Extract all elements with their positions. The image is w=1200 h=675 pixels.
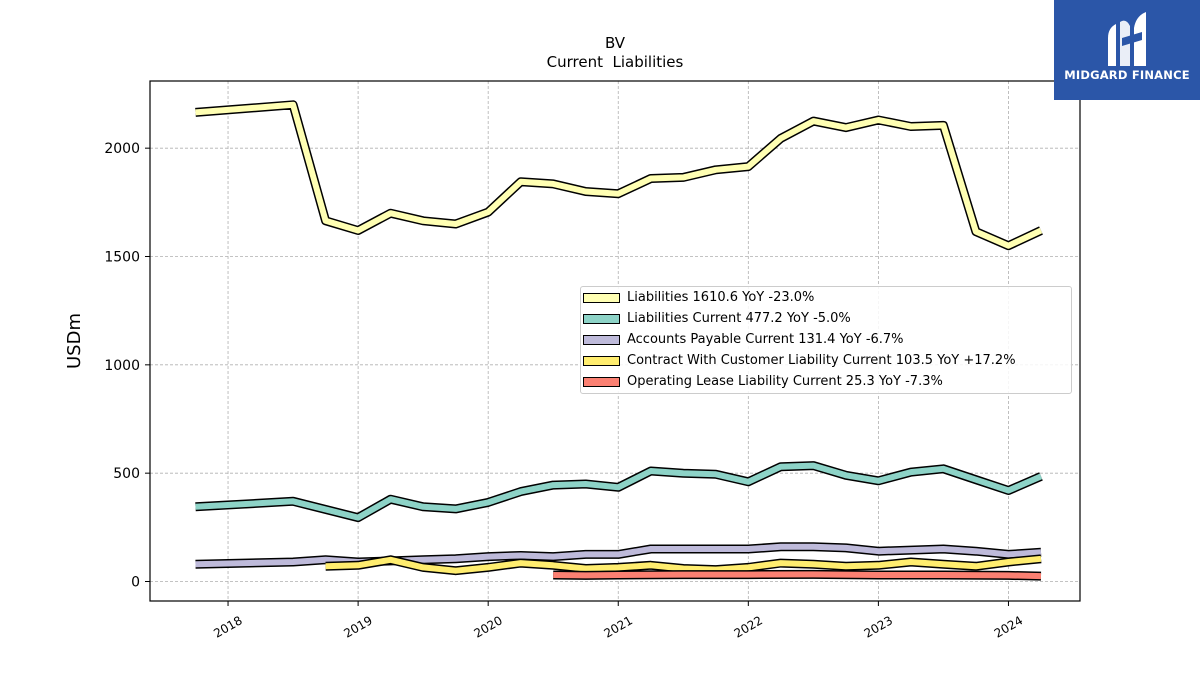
brand-logo: MIDGARD FINANCE	[1054, 0, 1200, 100]
x-tick-label: 2022	[732, 613, 765, 640]
chart-title: BV	[605, 34, 626, 52]
legend-swatch	[583, 335, 620, 345]
legend-item-contract-liability: Contract With Customer Liability Current…	[581, 352, 1071, 372]
series-line	[553, 569, 1042, 581]
x-tick-label: 2020	[471, 613, 504, 640]
x-tick-label: 2021	[602, 613, 635, 640]
legend-label: Operating Lease Liability Current 25.3 Y…	[627, 374, 943, 389]
legend-item-operating-lease: Operating Lease Liability Current 25.3 Y…	[581, 373, 1071, 393]
series-layer	[195, 100, 1043, 581]
series-line-fill	[195, 101, 1043, 249]
x-tick-label: 2018	[211, 613, 244, 640]
x-tick-label: 2024	[992, 613, 1025, 640]
x-tick-label: 2019	[341, 613, 374, 640]
y-tick-label: 500	[113, 466, 140, 482]
legend-label: Liabilities 1610.6 YoY -23.0%	[627, 290, 815, 305]
midgard-logo-icon	[1108, 12, 1146, 66]
legend-item-liabilities-current: Liabilities Current 477.2 YoY -5.0%	[581, 310, 1071, 330]
plot-area-frame	[149, 80, 1081, 602]
y-tick-label: 0	[131, 575, 140, 591]
legend-label: Contract With Customer Liability Current…	[627, 353, 1016, 368]
y-tick-label: 1500	[104, 250, 140, 266]
legend-item-liabilities: Liabilities 1610.6 YoY -23.0%	[581, 289, 1071, 309]
brand-name: MIDGARD FINANCE	[1064, 68, 1190, 82]
x-tick-label: 2023	[862, 613, 895, 640]
y-tick-label: 1000	[104, 358, 140, 374]
legend-swatch	[583, 356, 620, 366]
series-line	[195, 542, 1042, 569]
series-line-fill	[553, 571, 1042, 580]
legend-swatch	[583, 377, 620, 387]
y-axis-label: USDm	[64, 313, 85, 369]
legend-swatch	[583, 293, 620, 303]
legend-item-accounts-payable: Accounts Payable Current 131.4 YoY -6.7%	[581, 331, 1071, 351]
chart-subtitle: Current Liabilities	[547, 53, 684, 71]
chart-legend: Liabilities 1610.6 YoY -23.0% Liabilitie…	[580, 286, 1072, 394]
series-line	[195, 100, 1043, 251]
legend-label: Accounts Payable Current 131.4 YoY -6.7%	[627, 332, 904, 347]
legend-label: Liabilities Current 477.2 YoY -5.0%	[627, 311, 851, 326]
series-line	[195, 461, 1043, 523]
series-line-fill	[195, 543, 1042, 568]
y-tick-label: 2000	[104, 141, 140, 157]
series-line-fill	[325, 555, 1042, 574]
series-line-fill	[195, 462, 1043, 521]
legend-swatch	[583, 314, 620, 324]
series-line	[325, 554, 1042, 576]
